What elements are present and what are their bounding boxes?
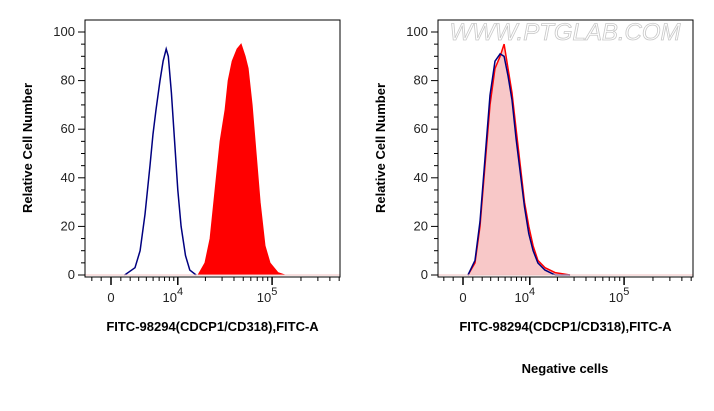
y-tick-label: 0 (421, 267, 428, 282)
y-axis-title: Relative Cell Number (20, 83, 35, 213)
x-tick-base: 10 (514, 290, 528, 305)
plot-frame (437, 19, 694, 278)
y-tick-label: 100 (406, 24, 428, 39)
y-tick-label: 100 (53, 24, 75, 39)
y-tick-label: 0 (68, 267, 75, 282)
x-tick-base: 10 (609, 290, 623, 305)
x-tick-label: 0 (107, 290, 114, 305)
watermark: WWW.PTGLAB.COM (449, 19, 680, 46)
x-tick-base: 10 (257, 290, 271, 305)
x-tick-exponent: 5 (271, 286, 277, 298)
x-tick-exponent: 5 (623, 286, 629, 298)
x-tick-label: 0 (459, 290, 466, 305)
y-tick-label: 40 (61, 170, 75, 185)
y-tick-label: 60 (414, 121, 428, 136)
sample-histogram-0 (197, 43, 286, 276)
x-tick-exponent: 4 (177, 286, 183, 298)
x-axis-title: FITC-98294(CDCP1/CD318),FITC-A (106, 319, 319, 334)
control-histogram-1 (467, 52, 571, 276)
y-tick-label: 20 (61, 218, 75, 233)
control-histogram-0 (124, 46, 197, 276)
x-tick-label: 104 (162, 286, 183, 305)
y-tick-label: 40 (414, 170, 428, 185)
x-tick-base: 0 (459, 290, 466, 305)
caption: Negative cells (522, 361, 609, 376)
y-axis-title: Relative Cell Number (373, 83, 388, 213)
x-tick-base: 0 (107, 290, 114, 305)
y-tick-label: 80 (61, 73, 75, 88)
plot-frame (84, 19, 341, 278)
x-tick-base: 10 (162, 290, 176, 305)
x-tick-label: 104 (514, 286, 535, 305)
y-tick-label: 20 (414, 218, 428, 233)
y-tick-label: 60 (61, 121, 75, 136)
x-tick-exponent: 4 (529, 286, 535, 298)
x-tick-label: 105 (257, 286, 278, 305)
x-tick-label: 105 (609, 286, 630, 305)
x-axis-title: FITC-98294(CDCP1/CD318),FITC-A (459, 319, 672, 334)
y-tick-label: 80 (414, 73, 428, 88)
